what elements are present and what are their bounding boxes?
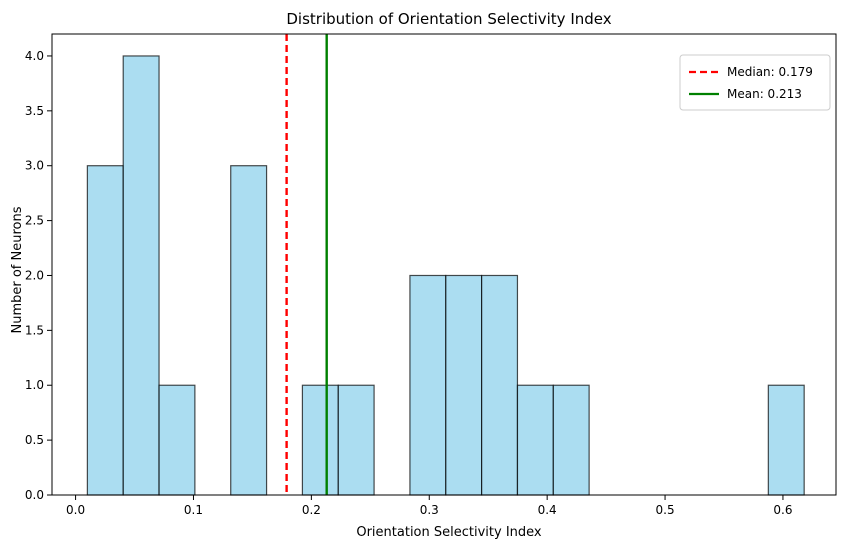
y-tick-label-4: 2.0 <box>25 268 44 282</box>
x-tick-label-1: 0.1 <box>184 503 203 517</box>
y-tick-label-8: 4.0 <box>25 49 44 63</box>
legend: Median: 0.179 Mean: 0.213 <box>679 54 831 111</box>
x-axis-title: Orientation Selectivity Index <box>356 525 542 540</box>
histogram-bar-13 <box>552 384 590 496</box>
histogram-bar-1 <box>122 55 160 496</box>
ticks-layer: 0.0 0.1 0.2 0.3 0.4 0.5 0.6 0.0 0.5 1.0 1.5 2.0 2.5 3… <box>25 49 793 517</box>
y-tick-label-0: 0.0 <box>25 488 44 502</box>
chart-title: Distribution of Orientation Selectivity … <box>286 10 611 28</box>
x-tick-label-2: 0.2 <box>302 503 321 517</box>
histogram-bar-2 <box>158 384 196 496</box>
x-tick-label-4: 0.4 <box>538 503 557 517</box>
histogram-bar-19 <box>767 384 805 496</box>
histogram-bar-7 <box>337 384 375 496</box>
legend-mean-label: Mean: 0.213 <box>727 87 802 101</box>
bars-layer <box>86 55 805 496</box>
x-tick-label-0: 0.0 <box>66 503 85 517</box>
legend-box <box>679 54 831 111</box>
histogram-bar-4 <box>230 165 268 496</box>
histogram-bar-6 <box>301 384 339 496</box>
y-tick-label-6: 3.0 <box>25 159 44 173</box>
reference-lines-layer <box>285 34 328 495</box>
histogram-bar-12 <box>516 384 554 496</box>
y-axis-title: Number of Neurons <box>10 206 25 333</box>
histogram-bar-11 <box>481 274 519 496</box>
histogram-bar-9 <box>409 274 447 496</box>
x-tick-label-5: 0.5 <box>656 503 675 517</box>
y-tick-label-3: 1.5 <box>25 323 44 337</box>
x-tick-label-6: 0.6 <box>773 503 792 517</box>
y-tick-label-1: 0.5 <box>25 433 44 447</box>
y-tick-label-2: 1.0 <box>25 378 44 392</box>
x-tick-label-3: 0.3 <box>420 503 439 517</box>
axes-layer <box>51 33 837 496</box>
histogram-bar-10 <box>445 274 483 496</box>
histogram-bar-0 <box>86 165 124 496</box>
plot-frame <box>51 33 837 496</box>
y-tick-label-5: 2.5 <box>25 214 44 228</box>
legend-median-label: Median: 0.179 <box>727 65 813 79</box>
y-tick-label-7: 3.5 <box>25 104 44 118</box>
